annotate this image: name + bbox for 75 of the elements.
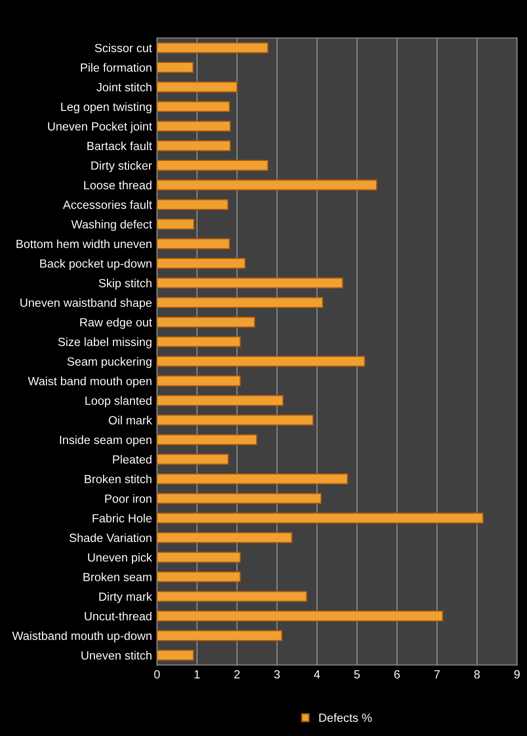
bar	[157, 62, 194, 73]
x-tick-label: 4	[314, 670, 320, 678]
y-tick-label: Joint stitch	[96, 82, 152, 92]
y-tick-label: Dirty sticker	[91, 161, 152, 172]
y-tick-label: Raw edge out	[80, 318, 152, 329]
bar	[157, 630, 282, 642]
y-tick-label: Back pocket up-down	[40, 259, 152, 270]
bar	[157, 512, 484, 524]
bar	[157, 395, 284, 406]
bar	[157, 434, 258, 446]
bar	[157, 277, 344, 288]
bar	[157, 650, 194, 661]
y-tick-label: Washing defect	[71, 220, 152, 231]
y-tick-label: Waist band mouth open	[28, 376, 152, 388]
y-tick-label: Uneven pick	[88, 552, 152, 564]
y-tick-label: Uncut-thread	[84, 612, 152, 620]
y-tick-label: Bottom hem width uneven	[16, 239, 152, 248]
bar	[157, 297, 324, 308]
y-tick-label: Broken seam	[84, 572, 152, 582]
bar	[157, 590, 308, 602]
y-tick-label: Uneven stitch	[82, 650, 152, 660]
bar	[157, 571, 241, 582]
bar	[157, 258, 246, 269]
legend-label: Defects %	[319, 713, 372, 722]
y-tick-label: Uneven Pocket joint	[48, 122, 152, 133]
y-tick-label: Size label missing	[58, 337, 152, 348]
x-tick-label: 7	[434, 670, 440, 678]
bar	[157, 316, 256, 328]
y-tick-label: Pile formation	[80, 63, 152, 72]
bar	[157, 160, 268, 171]
bar	[157, 140, 231, 152]
x-tick-label: 6	[394, 670, 400, 679]
bar	[157, 238, 230, 250]
y-tick-label: Dirty mark	[99, 592, 152, 604]
bar	[157, 42, 268, 54]
bar	[157, 532, 292, 544]
y-tick-label: Seam puckering	[67, 357, 152, 368]
bar	[157, 493, 322, 504]
bar	[157, 552, 241, 563]
y-tick-label: Loop slanted	[86, 396, 152, 408]
bar	[157, 218, 194, 230]
y-tick-label: Poor iron	[105, 494, 152, 503]
y-tick-label: Inside seam open	[60, 435, 152, 446]
x-tick-label: 0	[154, 670, 160, 679]
y-tick-label: Broken stitch	[84, 474, 152, 484]
bar	[157, 473, 348, 484]
y-tick-label: Leg open twisting	[61, 102, 152, 114]
bar	[157, 414, 314, 426]
x-tick-label: 8	[474, 670, 480, 679]
bar	[157, 454, 229, 465]
y-tick-label: Accessories fault	[62, 200, 152, 209]
x-tick-label: 1	[194, 670, 200, 678]
bar	[157, 120, 231, 132]
x-tick-label: 2	[234, 670, 240, 678]
y-tick-label: Skip stitch	[98, 278, 152, 290]
y-tick-label: Pleated	[113, 454, 152, 464]
x-tick-label: 3	[274, 670, 280, 679]
x-tick-label: 5	[354, 670, 360, 679]
y-tick-label: Scissor cut	[94, 44, 152, 52]
bar	[157, 101, 230, 112]
bar	[157, 375, 241, 386]
bar	[157, 336, 241, 348]
bar	[157, 82, 238, 92]
bar	[157, 356, 366, 367]
bar	[157, 180, 378, 190]
y-tick-label: Waistband mouth up-down	[12, 631, 152, 642]
y-tick-label: Oil mark	[108, 416, 152, 424]
y-tick-label: Loose thread	[84, 180, 152, 190]
y-tick-label: Fabric Hole	[92, 514, 152, 522]
y-tick-label: Bartack fault	[87, 141, 152, 150]
bar	[157, 199, 228, 210]
y-tick-label: Shade Variation	[70, 533, 152, 542]
x-tick-label: 9	[514, 670, 520, 679]
bar	[157, 610, 444, 622]
y-tick-label: Uneven waistband shape	[20, 298, 152, 310]
